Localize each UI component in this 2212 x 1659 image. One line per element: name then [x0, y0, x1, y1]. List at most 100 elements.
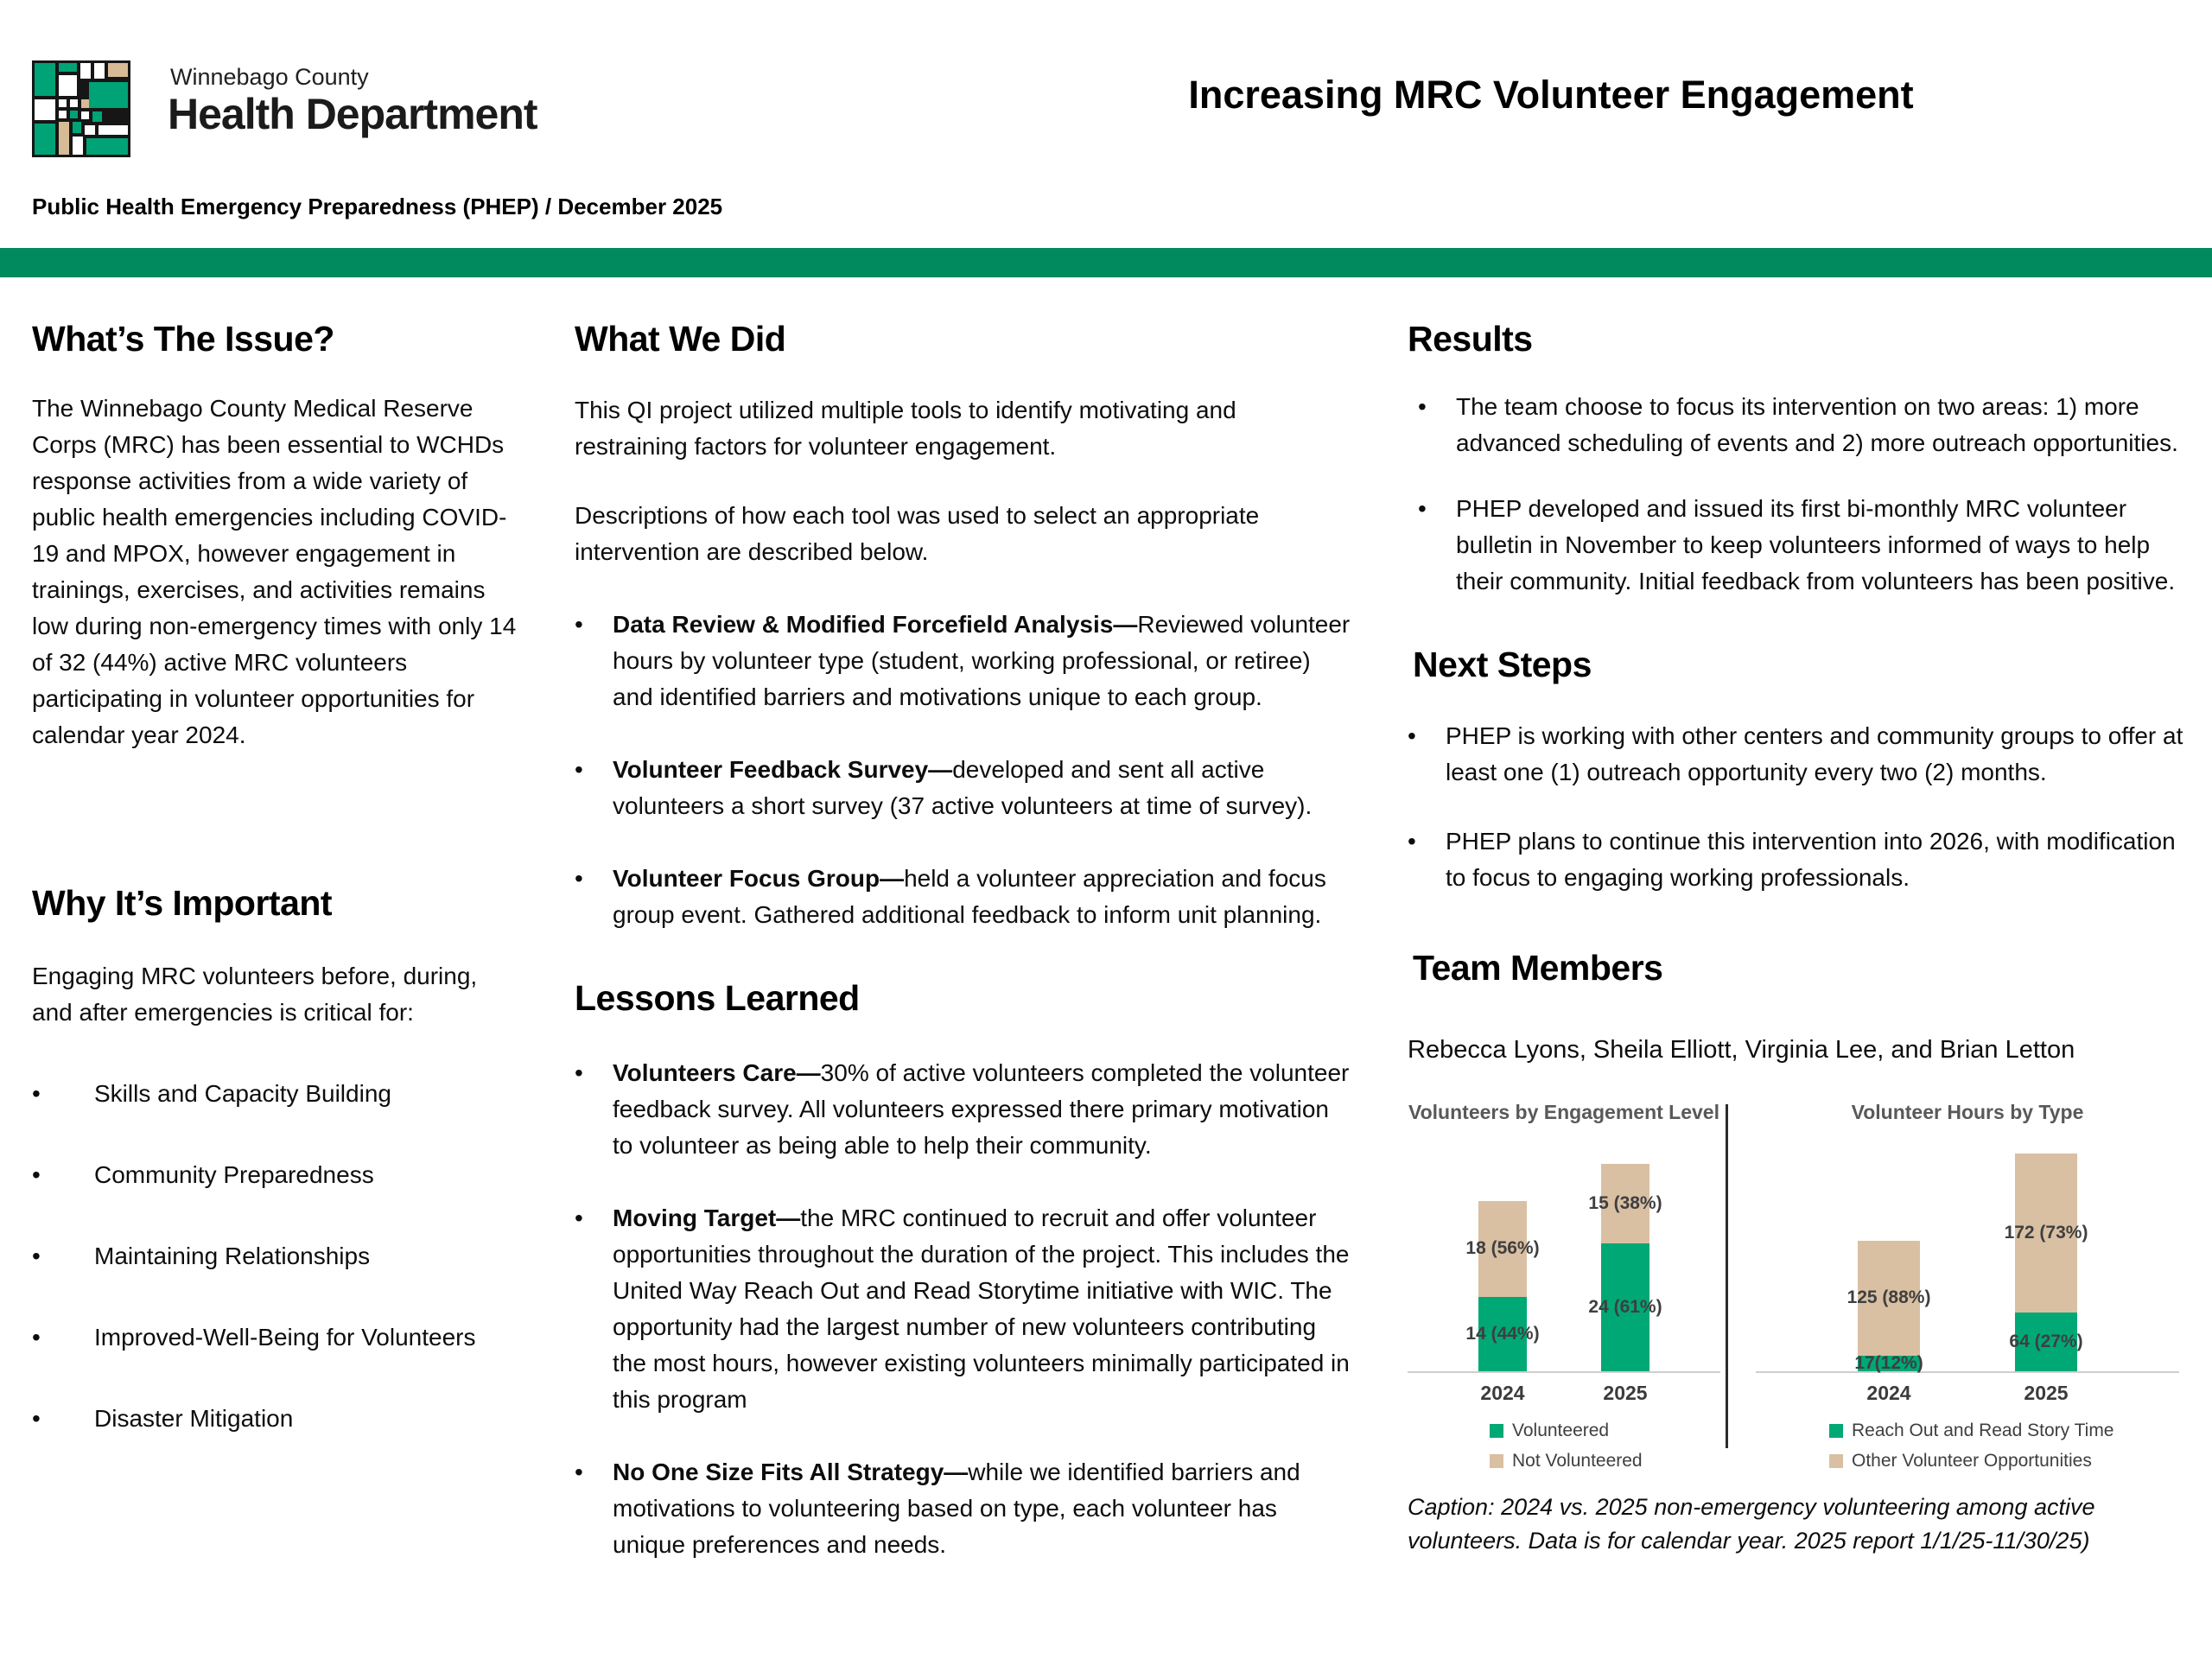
bullet-marker: • — [1418, 495, 1427, 522]
chart-legend: Volunteered Not Volunteered — [1490, 1421, 1720, 1471]
lessons-heading: Lessons Learned — [575, 978, 860, 1018]
bullet-marker: • — [32, 1405, 41, 1432]
bullet-text: Maintaining Relationships — [94, 1243, 371, 1269]
chart-category-axis: 2024 2025 — [1408, 1382, 1720, 1405]
stacked-bar-2025: 172 (73%) 64 (27%) — [2005, 1153, 2088, 1371]
org-name-line1: Winnebago County — [170, 64, 369, 90]
poster-header: Winnebago County Health Department Publi… — [0, 0, 2212, 248]
org-name-line2: Health Department — [168, 90, 538, 138]
bullet-item: • Volunteers Care—30% of active volunteer… — [575, 1055, 1351, 1164]
chart-title: Volunteers by Engagement Level — [1408, 1100, 1719, 1123]
bullet-item: • Community Preparedness — [32, 1157, 535, 1193]
bullet-marker: • — [32, 1243, 41, 1269]
poster-title: Increasing MRC Volunteer Engagement — [1188, 73, 1914, 117]
bullet-item: • The team choose to focus its interventi… — [1408, 389, 2188, 461]
bullet-text: Disaster Mitigation — [94, 1405, 294, 1432]
bullet-text: Skills and Capacity Building — [94, 1080, 391, 1107]
chart-volunteers-by-engagement-level: Volunteers by Engagement Level 18 (56%) 14… — [1408, 1101, 1720, 1471]
bar-data-label: 64 (27%) — [2009, 1331, 2083, 1351]
results-heading: Results — [1408, 319, 1533, 359]
bar-data-label: 17(12%) — [1854, 1352, 1923, 1373]
bullet-text: Volunteer Focus Group—held a volunteer a… — [613, 865, 1326, 928]
poster-body: What’s The Issue? The Winnebago County M… — [0, 277, 2212, 1563]
bullet-item: • No One Size Fits All Strategy—while we … — [575, 1454, 1351, 1563]
bar-segment: 125 (88%) — [1847, 1240, 1930, 1356]
bullet-marker: • — [575, 1459, 583, 1485]
next-steps-bullet-list: • PHEP is working with other centers and … — [1408, 718, 2188, 896]
category-label: 2025 — [2024, 1381, 2069, 1404]
bullet-item: • Disaster Mitigation — [32, 1401, 535, 1437]
team-member-names: Rebecca Lyons, Sheila Elliott, Virginia … — [1408, 1036, 2075, 1064]
what-we-did-heading: What We Did — [575, 319, 786, 359]
bullet-marker: • — [575, 756, 583, 783]
bullet-marker: • — [575, 865, 583, 892]
results-bullet-list: • The team choose to focus its interventi… — [1408, 389, 2188, 600]
bar-segment: 17(12%) — [1854, 1353, 1923, 1373]
column-did-lessons: What We Did This QI project utilized mul… — [575, 319, 1351, 1563]
legend-label: Other Volunteer Opportunities — [1852, 1450, 2092, 1471]
chart-vertical-divider — [1726, 1103, 1728, 1448]
lessons-bullet-list: • Volunteers Care—30% of active volunteer… — [575, 1055, 1351, 1563]
legend-item: Volunteered — [1490, 1421, 1720, 1441]
legend-item: Not Volunteered — [1490, 1451, 1720, 1471]
bar-data-label: 172 (73%) — [2004, 1222, 2088, 1243]
bullet-marker: • — [1408, 722, 1416, 749]
bullet-text: Improved-Well-Being for Volunteers — [94, 1324, 476, 1351]
program-subtitle: Public Health Emergency Preparedness (PH… — [32, 194, 723, 219]
chart-volunteer-hours-by-type: Volunteer Hours by Type 125 (88%) 17(12%) 1… — [1756, 1101, 2179, 1471]
chart-category-axis: 2024 2025 — [1756, 1382, 2179, 1405]
bullet-item: • PHEP plans to continue this interventio… — [1408, 823, 2188, 896]
legend-label: Not Volunteered — [1512, 1450, 1643, 1471]
chart-caption: Caption: 2024 vs. 2025 non-emergency vol… — [1408, 1493, 2095, 1554]
bar-segment: 172 (73%) — [2005, 1153, 2088, 1313]
column-results-team: Results • The team choose to focus its in… — [1408, 319, 2188, 1563]
bullet-item: • PHEP developed and issued its first bi-… — [1408, 491, 2188, 600]
bar-data-label: 15 (38%) — [1588, 1192, 1662, 1213]
bar-segment: 24 (61%) — [1588, 1243, 1662, 1371]
bullet-text: Moving Target—the MRC continued to recru… — [613, 1205, 1350, 1413]
bar-data-label: 18 (56%) — [1465, 1238, 1540, 1258]
important-heading: Why It’s Important — [32, 883, 333, 923]
bullet-marker: • — [1418, 393, 1427, 420]
bullet-item: • Skills and Capacity Building — [32, 1076, 535, 1112]
team-members-heading: Team Members — [1413, 948, 1663, 988]
what-we-did-paragraph-1: This QI project utilized multiple tools … — [575, 397, 1236, 460]
bullet-text: Data Review & Modified Forcefield Analys… — [613, 611, 1351, 710]
bar-data-label: 125 (88%) — [1847, 1287, 1931, 1307]
chart-title: Volunteer Hours by Type — [1851, 1100, 2084, 1123]
category-label: 2024 — [1866, 1381, 1911, 1404]
bar-segment: 14 (44%) — [1465, 1296, 1540, 1371]
important-intro: Engaging MRC volunteers before, during, … — [32, 963, 478, 1026]
charts-row: Volunteers by Engagement Level 18 (56%) 14… — [1408, 1101, 2188, 1471]
health-department-logo — [32, 60, 130, 157]
bullet-text: PHEP developed and issued its first bi-m… — [1456, 495, 2176, 594]
chart-plot-area: 18 (56%) 14 (44%) 15 (38%) 24 (61%) — [1408, 1135, 1720, 1373]
bullet-text: PHEP is working with other centers and c… — [1446, 722, 2183, 785]
bar-segment: 18 (56%) — [1465, 1200, 1540, 1297]
bar-segment: 64 (27%) — [2009, 1312, 2083, 1371]
stacked-bar-2024: 125 (88%) 17(12%) — [1847, 1240, 1930, 1373]
important-bullet-list: • Skills and Capacity Building • Community … — [32, 1076, 535, 1437]
bullet-marker: • — [575, 1205, 583, 1231]
legend-swatch — [1490, 1453, 1503, 1468]
bar-segment: 15 (38%) — [1588, 1163, 1662, 1243]
bullet-text: Community Preparedness — [94, 1161, 374, 1188]
stacked-bar-2025: 15 (38%) 24 (61%) — [1588, 1163, 1662, 1371]
legend-item: Other Volunteer Opportunities — [1829, 1451, 2179, 1471]
bar-data-label: 24 (61%) — [1588, 1296, 1662, 1317]
category-label: 2025 — [1603, 1381, 1648, 1404]
bullet-item: • Volunteer Focus Group—held a volunteer … — [575, 861, 1351, 933]
legend-swatch — [1829, 1453, 1843, 1468]
bullet-item: • Moving Target—the MRC continued to recr… — [575, 1200, 1351, 1418]
what-we-did-bullet-list: • Data Review & Modified Forcefield Analy… — [575, 607, 1351, 933]
what-we-did-paragraph-2: Descriptions of how each tool was used t… — [575, 502, 1260, 565]
next-steps-heading: Next Steps — [1413, 645, 1592, 684]
bullet-item: • Data Review & Modified Forcefield Analy… — [575, 607, 1351, 715]
legend-label: Reach Out and Read Story Time — [1852, 1420, 2114, 1440]
bar-data-label: 14 (44%) — [1465, 1323, 1540, 1344]
bullet-item: • Volunteer Feedback Survey—developed and… — [575, 752, 1351, 824]
green-divider-bar — [0, 248, 2212, 277]
bullet-marker: • — [32, 1324, 41, 1351]
bullet-marker: • — [575, 1059, 583, 1086]
